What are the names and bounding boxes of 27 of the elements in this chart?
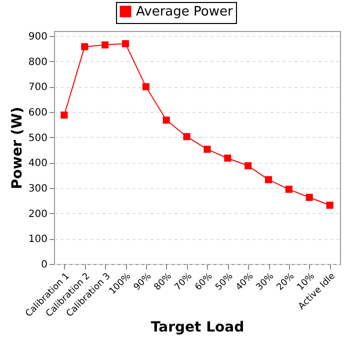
point	[204, 146, 211, 153]
y-tick-label: 900	[28, 32, 48, 43]
y-tick-label: 100	[28, 234, 48, 246]
y-tick-label: 600	[28, 108, 48, 119]
point	[224, 154, 232, 162]
x-axis-title: Target Load	[150, 320, 244, 336]
y-tick-label: 500	[28, 132, 48, 144]
y-tick-label: 300	[28, 184, 48, 195]
y-tick-label: 200	[28, 208, 48, 220]
y-tick-label: 700	[28, 82, 48, 94]
point	[306, 194, 313, 201]
y-tick-label: 0	[41, 260, 48, 270]
point	[142, 83, 150, 90]
y-axis-title: Power (W)	[9, 106, 26, 190]
legend-label: Average Power	[136, 4, 234, 20]
point	[183, 133, 190, 140]
point	[326, 202, 334, 209]
point	[122, 40, 130, 48]
y-tick-label: 800	[28, 56, 48, 68]
point	[264, 176, 272, 184]
point	[285, 186, 292, 193]
point	[244, 162, 252, 170]
point	[162, 116, 170, 124]
point	[81, 43, 88, 50]
y-tick-label: 400	[28, 158, 48, 170]
point	[102, 41, 109, 48]
point	[60, 112, 68, 119]
